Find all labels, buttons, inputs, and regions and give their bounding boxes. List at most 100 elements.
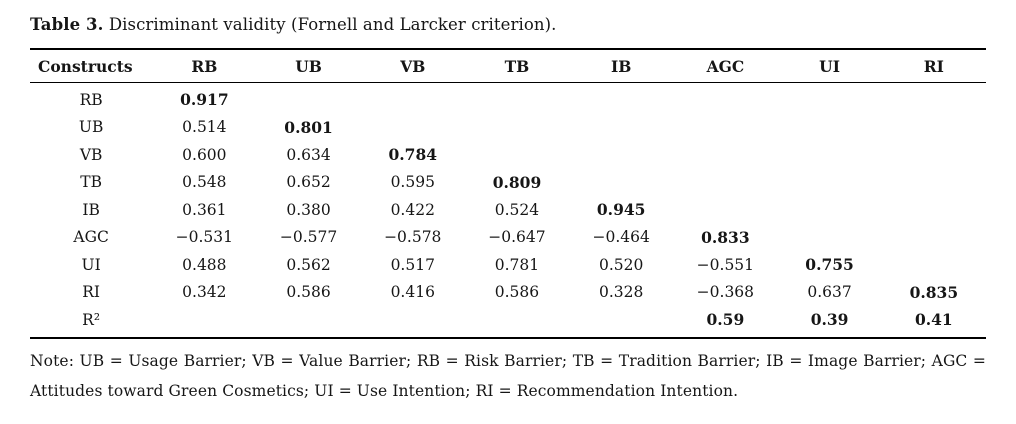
table-cell: −0.368: [696, 283, 755, 302]
table-row: UI 0.488 0.562 0.517 0.781 0.520 −0.551 0.755: [30, 251, 986, 279]
table-cell: −0.647: [488, 228, 546, 247]
column-header-rb: RB: [191, 56, 218, 76]
table-cell: 0.380: [286, 200, 331, 219]
table-cell: 0.39: [810, 310, 849, 330]
table-cell: −0.577: [279, 228, 338, 247]
column-header-ri: RI: [923, 56, 944, 76]
table-cell: 0.520: [598, 255, 644, 274]
table-cell: [361, 306, 465, 338]
table-cell: 0.833: [701, 227, 750, 247]
table-cell: [882, 83, 986, 114]
table-cell: 0.514: [182, 118, 227, 137]
table-cell: [882, 141, 986, 169]
table-row: VB 0.600 0.634 0.784: [30, 141, 986, 169]
table-cell: 0.595: [390, 173, 435, 192]
table-cell: [673, 196, 777, 224]
table-cell: −0.464: [592, 228, 650, 247]
column-header-agc: AGC: [706, 56, 745, 76]
table-cell: [256, 306, 360, 338]
table-cell: 0.586: [286, 283, 331, 302]
row-label: TB: [80, 173, 102, 192]
table-cell: [569, 169, 673, 197]
column-header-ib: IB: [610, 56, 632, 76]
table-cell: [152, 306, 256, 338]
table-cell: 0.562: [286, 255, 331, 274]
table-cell: −0.531: [175, 228, 234, 247]
column-header-ui: UI: [819, 56, 840, 76]
table-row: IB 0.361 0.380 0.422 0.524 0.945: [30, 196, 986, 224]
table-cell: 0.416: [390, 283, 435, 302]
table-cell: 0.41: [914, 310, 953, 330]
row-label: VB: [79, 145, 103, 164]
table-caption: Table 3. Discriminant validity (Fornell …: [30, 13, 986, 37]
table-cell: 0.917: [180, 90, 229, 110]
table-cell: 0.361: [182, 200, 227, 219]
table-cell: 0.637: [807, 283, 852, 302]
discriminant-validity-table: Constructs RB UB VB TB IB AGC UI RI RB 0.917 UB 0.5…: [30, 48, 986, 339]
table-cell: 0.755: [805, 255, 854, 275]
table-cell: −0.551: [696, 255, 755, 274]
row-label: UB: [78, 118, 104, 137]
table-header: Constructs RB UB VB TB IB AGC UI RI: [30, 49, 986, 83]
table-row: R² 0.59 0.39 0.41: [30, 306, 986, 338]
table-caption-text: Discriminant validity (Fornell and Larck…: [103, 15, 557, 34]
table-cell: 0.801: [284, 117, 333, 137]
table-header-row: Constructs RB UB VB TB IB AGC UI RI: [30, 49, 986, 83]
table-cell: [465, 114, 569, 142]
table-cell: [361, 83, 465, 114]
table-cell: 0.342: [182, 283, 227, 302]
table-row: RI 0.342 0.586 0.416 0.586 0.328 −0.368 0.637 0.…: [30, 279, 986, 307]
table-row: AGC −0.531 −0.577 −0.578 −0.647 −0.464 0.833: [30, 224, 986, 252]
row-label: UI: [81, 255, 101, 274]
table-cell: 0.586: [494, 283, 540, 302]
row-label: AGC: [73, 228, 109, 247]
table-cell: [777, 141, 881, 169]
table-cell: [673, 114, 777, 142]
table-cell: [465, 83, 569, 114]
column-header-constructs: Constructs: [38, 56, 133, 76]
table-cell: 0.524: [494, 200, 540, 219]
table-cell: 0.488: [182, 255, 227, 274]
table-cell: 0.600: [182, 145, 227, 164]
table-cell: [882, 169, 986, 197]
table-cell: 0.548: [182, 173, 227, 192]
row-label: RI: [82, 283, 101, 302]
table-cell: [569, 83, 673, 114]
column-header-vb: VB: [400, 56, 426, 76]
table-cell: [673, 83, 777, 114]
table-cell: [777, 169, 881, 197]
table-cell: 0.517: [390, 255, 435, 274]
table-cell: [777, 83, 881, 114]
table-cell: [777, 196, 881, 224]
table-row: UB 0.514 0.801: [30, 114, 986, 142]
table-cell: [569, 114, 673, 142]
column-header-ub: UB: [295, 56, 322, 76]
table-cell: [882, 251, 986, 279]
table-cell: 0.809: [492, 172, 542, 192]
table-cell: [882, 224, 986, 252]
table-note-line-1: Note: UB = Usage Barrier; VB = Value Bar…: [30, 351, 986, 370]
table-cell: [569, 141, 673, 169]
table-cell: 0.835: [909, 282, 959, 302]
table-cell: [673, 141, 777, 169]
table-cell: 0.422: [390, 200, 435, 219]
table-caption-number: Table 3.: [30, 15, 104, 34]
table-cell: [673, 169, 777, 197]
table-cell: [882, 196, 986, 224]
table-cell: 0.945: [596, 200, 646, 220]
table-note: Note: UB = Usage Barrier; VB = Value Bar…: [30, 346, 986, 406]
column-header-tb: TB: [504, 56, 530, 76]
table-body: RB 0.917 UB 0.514 0.801 VB 0.600 0.634 0.784 TB 0.…: [30, 83, 986, 338]
table-cell: [777, 114, 881, 142]
row-label: IB: [82, 200, 100, 219]
table-note-line-2: Attitudes toward Green Cosmetics; UI = U…: [30, 381, 739, 400]
row-label: RB: [79, 90, 103, 109]
table-cell: 0.59: [706, 310, 745, 330]
table-cell: 0.784: [388, 145, 438, 165]
table-cell: [777, 224, 881, 252]
table-cell: −0.578: [384, 228, 442, 247]
table-cell: 0.328: [598, 283, 644, 302]
table-row: RB 0.917: [30, 83, 986, 114]
table-cell: [256, 83, 360, 114]
